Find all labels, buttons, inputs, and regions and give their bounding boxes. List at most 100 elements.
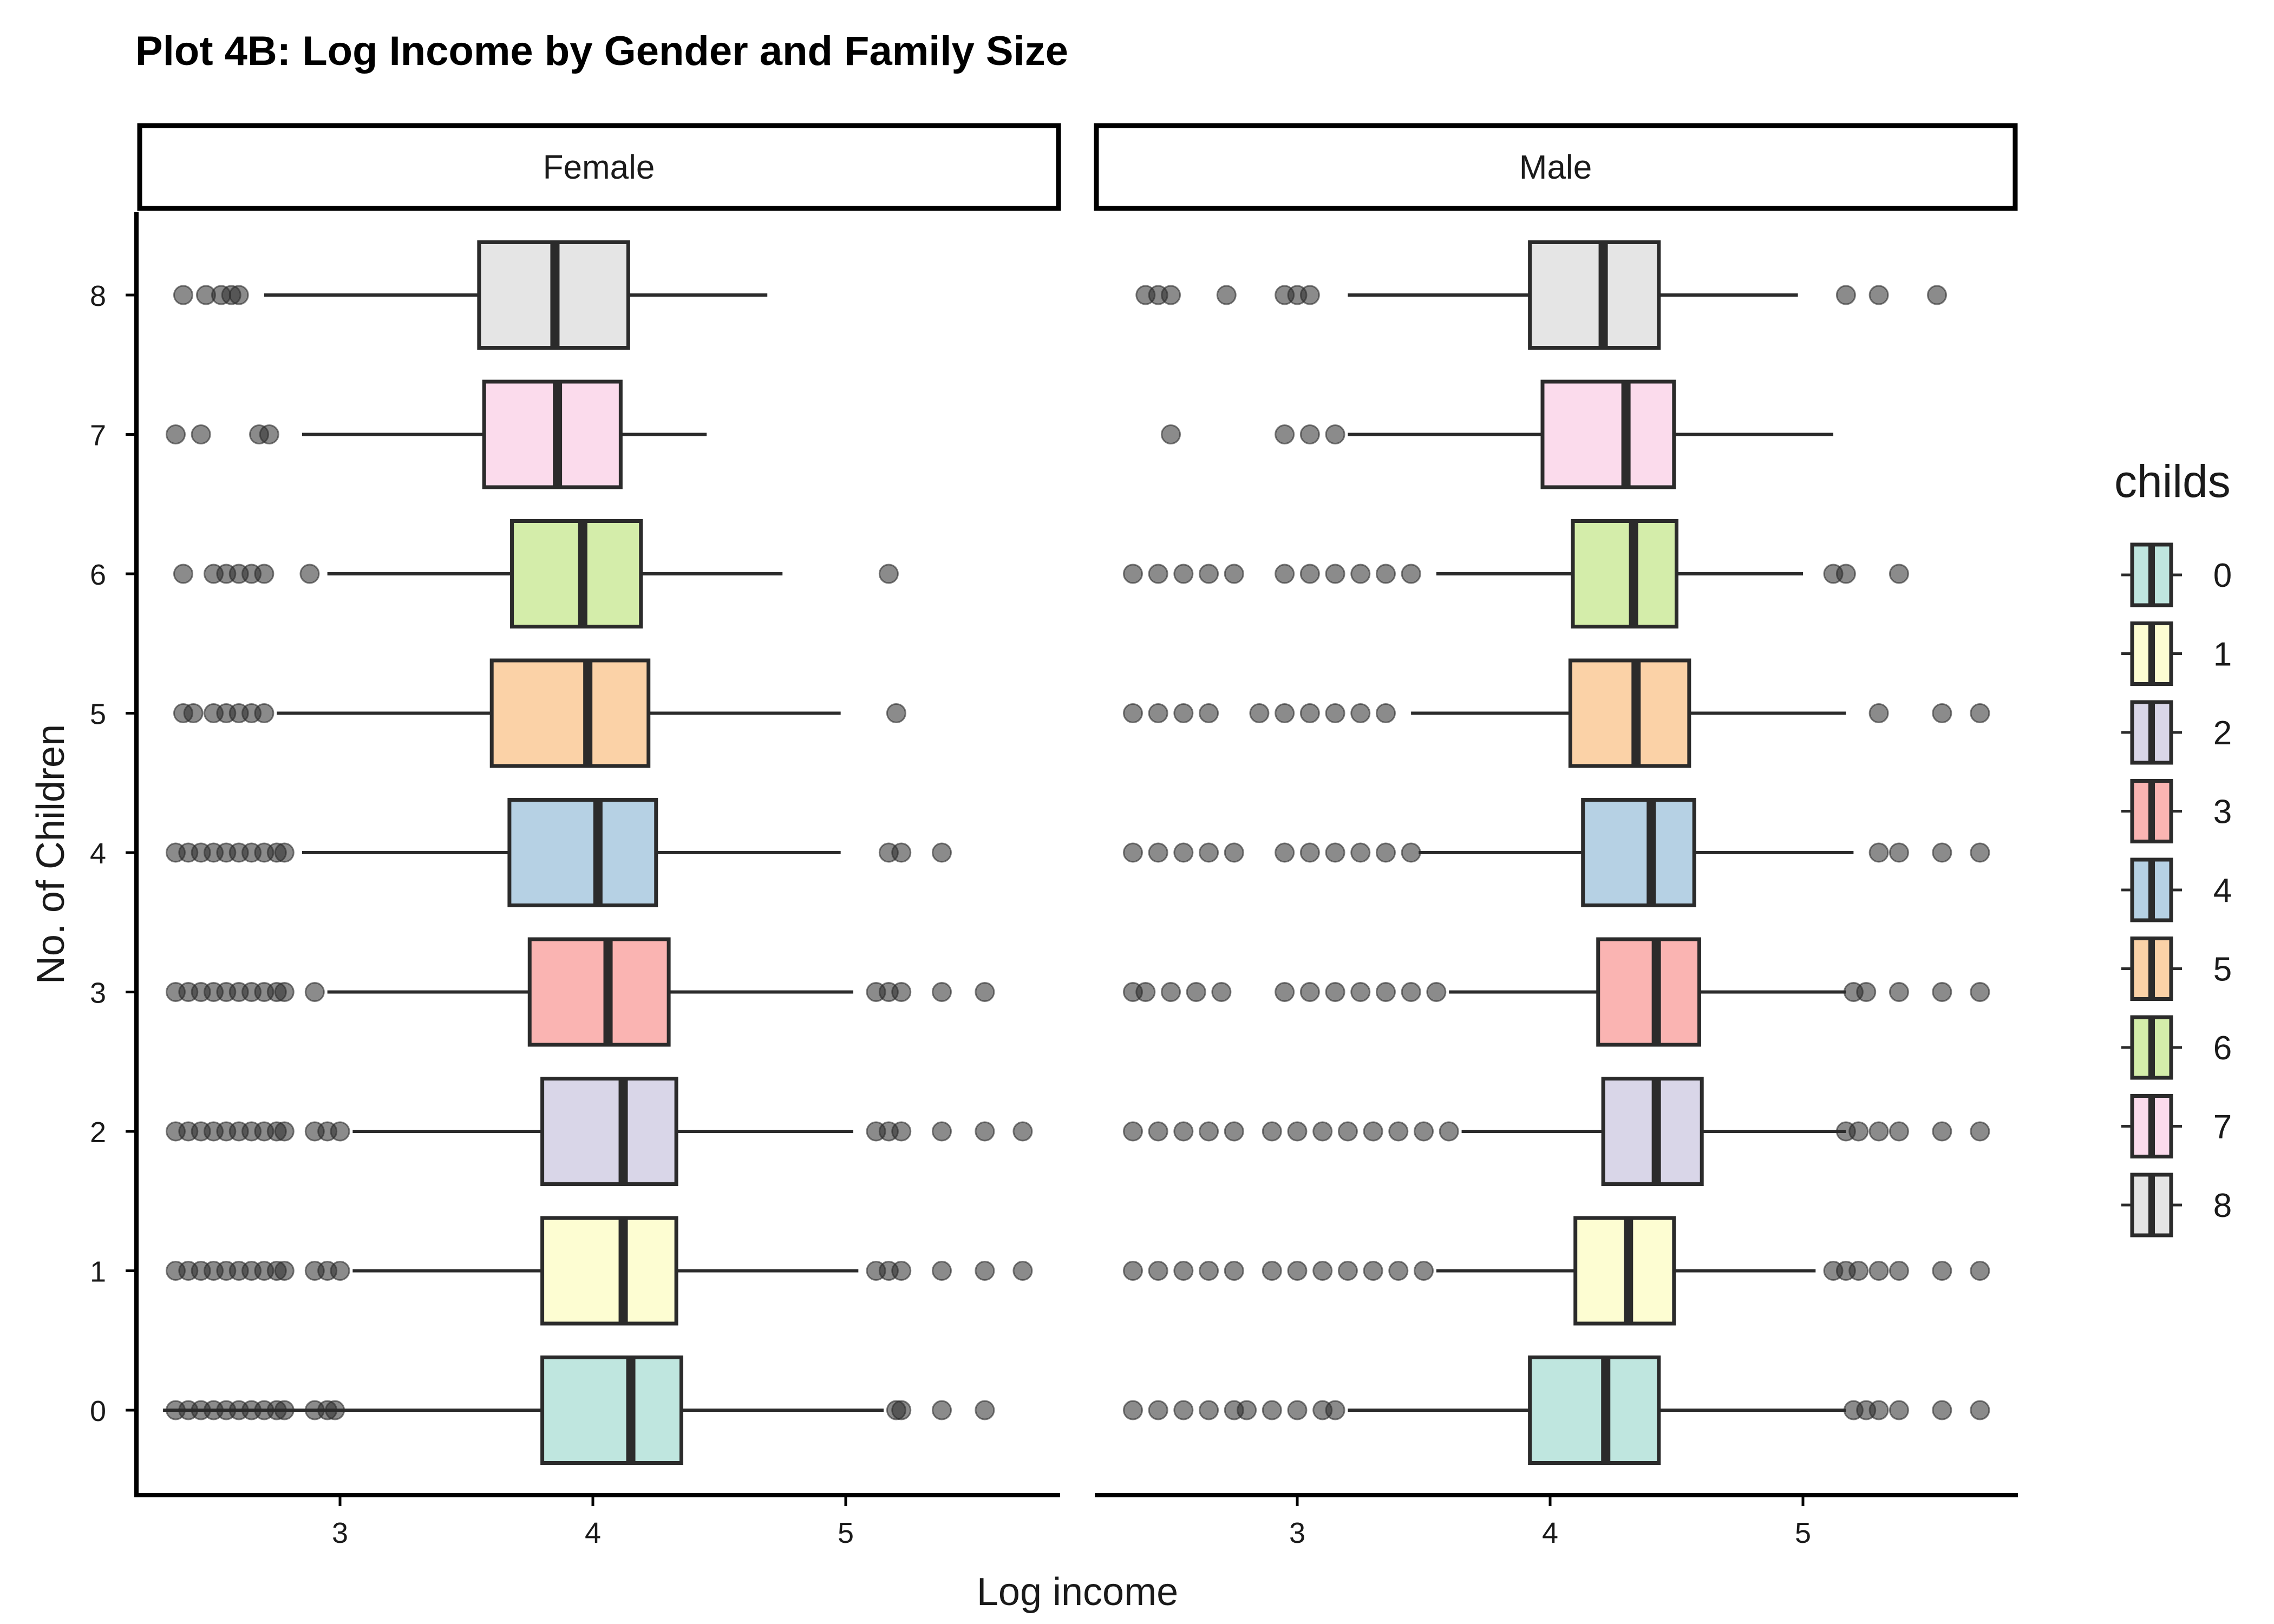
iqr-box [489, 658, 651, 768]
outlier-point [1199, 1400, 1219, 1420]
y-tick-label: 2 [90, 1116, 106, 1149]
box-childs-8 [1135, 240, 1948, 350]
box-childs-3 [165, 937, 995, 1047]
legend-label: 3 [2213, 794, 2232, 831]
outlier-point [1325, 842, 1345, 863]
strip-label-male: Male [1519, 149, 1592, 186]
outlier-point [1012, 1121, 1033, 1142]
x-tick-label: 3 [1289, 1517, 1305, 1549]
legend-key-8: 8 [2121, 1173, 2232, 1237]
outlier-point [1337, 1261, 1358, 1281]
legend-key-6: 6 [2121, 1015, 2232, 1080]
outlier-point [330, 1261, 350, 1281]
outlier-point [1299, 564, 1320, 584]
outlier-point [1122, 842, 1143, 863]
outlier-point [1122, 1121, 1143, 1142]
outlier-point [1262, 1400, 1282, 1420]
outlier-point [228, 285, 249, 305]
outlier-point [1199, 703, 1219, 723]
outlier-point [975, 1400, 995, 1420]
outlier-point [891, 1261, 912, 1281]
outlier-point [1135, 982, 1156, 1002]
outlier-point [1889, 982, 1909, 1002]
legend-label: 7 [2213, 1109, 2232, 1146]
iqr-box [1528, 240, 1661, 350]
outlier-point [1835, 564, 1856, 584]
outlier-point [1173, 564, 1194, 584]
outlier-point [1325, 1400, 1345, 1420]
outlier-point [1287, 1261, 1308, 1281]
outlier-point [1350, 703, 1371, 723]
outlier-point [299, 564, 320, 584]
iqr-box [507, 798, 658, 907]
outlier-point [1889, 1121, 1909, 1142]
iqr-box [540, 1216, 678, 1326]
outlier-point [1122, 703, 1143, 723]
x-tick-label: 5 [1795, 1517, 1811, 1549]
outlier-point [1350, 564, 1371, 584]
outlier-point [325, 1400, 345, 1420]
iqr-box [1568, 658, 1691, 768]
y-tick-label: 7 [90, 420, 106, 452]
iqr-box [1596, 937, 1702, 1047]
outlier-point [1299, 285, 1320, 305]
y-axis-title: No. of Children [29, 724, 73, 984]
outlier-point [1848, 1261, 1869, 1281]
legend-key-2: 2 [2121, 700, 2232, 765]
box-childs-5 [173, 658, 906, 768]
outlier-point [1148, 1261, 1168, 1281]
legend-key-3: 3 [2121, 779, 2232, 843]
outlier-point [1148, 703, 1168, 723]
outlier-point [1173, 842, 1194, 863]
outlier-point [1299, 982, 1320, 1002]
x-axis-title: Log income [977, 1570, 1178, 1614]
outlier-point [274, 842, 295, 863]
legend-key-7: 7 [2121, 1094, 2232, 1158]
outlier-point [1287, 1121, 1308, 1142]
y-tick-label: 1 [90, 1256, 106, 1288]
outlier-point [259, 424, 279, 444]
legend-label: 5 [2213, 951, 2232, 988]
outlier-point [891, 1121, 912, 1142]
outlier-point [1932, 842, 1952, 863]
outlier-point [1970, 982, 1990, 1002]
outlier-point [1262, 1121, 1282, 1142]
outlier-point [1388, 1261, 1409, 1281]
outlier-point [975, 1261, 995, 1281]
outlier-point [1299, 424, 1320, 444]
outlier-point [1312, 1261, 1333, 1281]
y-axis-ticks: 0 1 2 3 4 5 6 7 8 [90, 280, 136, 1427]
y-tick-label: 3 [90, 977, 106, 1010]
outlier-point [886, 703, 906, 723]
legend-label: 1 [2213, 636, 2232, 673]
strip-female: Female [137, 123, 1061, 211]
box-childs-4 [165, 798, 952, 907]
outlier-point [1868, 842, 1889, 863]
outlier-point [1970, 842, 1990, 863]
outlier-point [1856, 982, 1877, 1002]
outlier-point [1161, 424, 1181, 444]
outlier-point [1299, 842, 1320, 863]
outlier-point [1173, 1121, 1194, 1142]
outlier-point [1161, 982, 1181, 1002]
outlier-point [1375, 564, 1396, 584]
outlier-point [1889, 1261, 1909, 1281]
outlier-point [931, 1121, 952, 1142]
outlier-point [1337, 1121, 1358, 1142]
outlier-point [1848, 1121, 1869, 1142]
strip-male: Male [1094, 123, 2018, 211]
outlier-point [1414, 1121, 1434, 1142]
legend-key-4: 4 [2121, 857, 2232, 922]
iqr-box [482, 379, 623, 489]
outlier-point [891, 1400, 912, 1420]
outlier-point [1414, 1261, 1434, 1281]
outlier-point [1148, 564, 1168, 584]
outlier-point [1868, 285, 1889, 305]
outlier-point [1312, 1121, 1333, 1142]
legend-label: 6 [2213, 1030, 2232, 1067]
outlier-point [1275, 703, 1295, 723]
outlier-point [1932, 982, 1952, 1002]
iqr-box [510, 519, 643, 628]
outlier-point [1401, 982, 1421, 1002]
outlier-point [1363, 1121, 1383, 1142]
